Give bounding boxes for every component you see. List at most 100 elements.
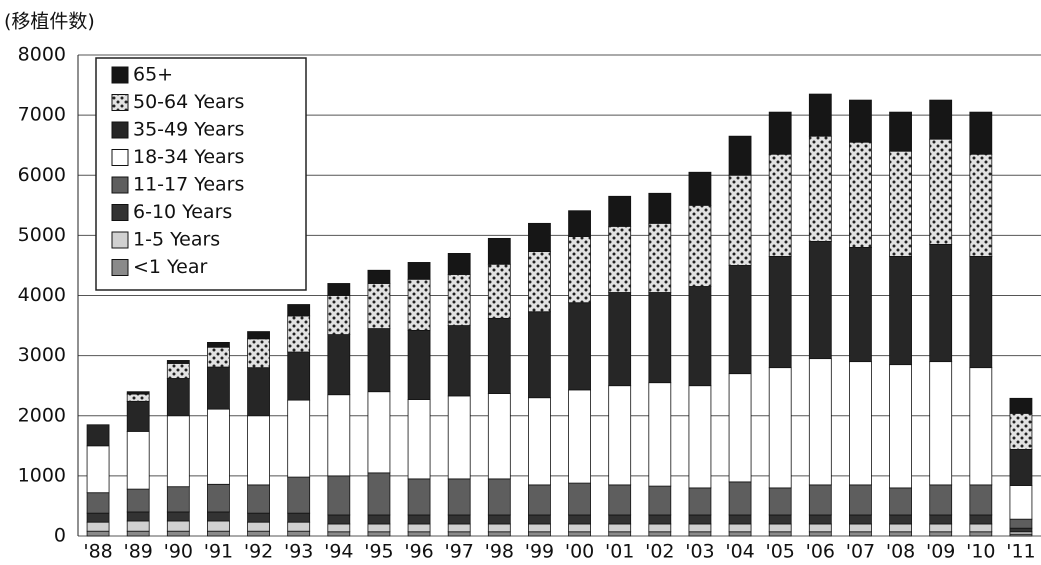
bar-segment: [407, 278, 431, 331]
legend-swatch: [111, 231, 129, 249]
bar-segment: [407, 514, 431, 525]
bar-segment: [327, 531, 351, 537]
bar-segment: [166, 360, 190, 364]
bar-segment: [648, 192, 672, 224]
bar-segment: [247, 338, 270, 369]
bar-segment: [929, 99, 953, 140]
bar-segment: [648, 485, 672, 516]
bar-segment: [207, 346, 230, 368]
bar-segment: [969, 531, 993, 537]
bar-segment: [86, 530, 110, 537]
bar-segment: [688, 514, 712, 525]
bar-segment: [608, 225, 632, 293]
bar-segment: [728, 531, 752, 537]
bar-segment: [728, 481, 752, 516]
x-tick-label: '96: [404, 541, 433, 563]
bar-segment: [969, 484, 993, 516]
bar-segment: [528, 514, 551, 525]
bar-segment: [849, 246, 872, 363]
bar-segment: [929, 514, 953, 525]
bar-segment: [327, 334, 351, 396]
bar-segment: [166, 486, 190, 513]
bar-segment: [287, 521, 311, 532]
bar-segment: [929, 138, 953, 245]
bar-segment: [247, 512, 270, 523]
legend-label: 35-49 Years: [133, 119, 244, 141]
bar-segment: [166, 530, 190, 537]
bar-segment: [648, 222, 672, 293]
bar-segment: [367, 328, 391, 393]
bar-segment: [808, 514, 832, 525]
bar-segment: [568, 236, 591, 304]
legend-box: [95, 57, 307, 291]
y-tick-label: 1000: [18, 464, 66, 486]
bar-segment: [969, 523, 993, 533]
bar-segment: [247, 530, 270, 537]
bar-segment: [808, 531, 832, 537]
bar-segment: [568, 302, 591, 391]
bar-segment: [287, 399, 311, 478]
bar-segment: [528, 484, 551, 516]
bar-segment: [728, 265, 752, 375]
bar-segment: [568, 514, 591, 525]
bar-segment: [166, 511, 190, 522]
bar-segment: [568, 210, 591, 237]
bar-segment: [86, 521, 110, 532]
bar-segment: [608, 514, 632, 525]
bar-segment: [447, 523, 471, 533]
bar-segment: [447, 274, 471, 326]
x-tick-label: '09: [926, 541, 955, 563]
bar-segment: [1009, 397, 1033, 414]
bar-segment: [889, 111, 912, 152]
bar-segment: [487, 523, 511, 533]
x-tick-label: '93: [284, 541, 313, 563]
legend-pattern: [112, 94, 128, 111]
bar-segment: [688, 523, 712, 533]
bar-segment: [969, 111, 993, 155]
legend-label: 50-64 Years: [133, 91, 244, 113]
x-tick-label: '97: [444, 541, 473, 563]
bar-segment: [287, 315, 311, 353]
bar-segment: [407, 531, 431, 537]
bar-segment: [207, 408, 230, 485]
bar-segment: [327, 295, 351, 335]
bar-segment: [327, 514, 351, 525]
bar-segment: [407, 399, 431, 480]
legend-swatch: [111, 66, 129, 84]
bar-segment: [688, 171, 712, 206]
bar-segment: [247, 521, 270, 532]
bar-segment: [929, 243, 953, 363]
bar-segment: [247, 415, 270, 486]
legend-swatch: [111, 176, 129, 194]
bar-segment: [487, 514, 511, 525]
bar-segment: [126, 488, 150, 513]
x-tick-label: '89: [123, 541, 152, 563]
y-tick-label: 8000: [18, 44, 66, 66]
bar-segment: [126, 400, 150, 432]
legend-label: 6-10 Years: [133, 201, 232, 223]
bar-segment: [1009, 485, 1033, 520]
bar-segment: [367, 269, 391, 284]
legend-label: 11-17 Years: [133, 174, 244, 196]
x-tick-label: '01: [605, 541, 634, 563]
bar-segment: [969, 256, 993, 369]
bar-segment: [728, 174, 752, 266]
bar-segment: [126, 430, 150, 490]
bar-segment: [568, 482, 591, 516]
bar-segment: [608, 195, 632, 227]
bar-segment: [929, 523, 953, 533]
x-tick-label: '03: [685, 541, 714, 563]
x-tick-label: '88: [83, 541, 112, 563]
x-tick-label: '94: [324, 541, 353, 563]
bar-segment: [808, 240, 832, 360]
bar-segment: [608, 385, 632, 486]
bar-segment: [808, 135, 832, 242]
bar-segment: [367, 472, 391, 516]
y-tick-label: 2000: [18, 404, 66, 426]
x-tick-label: '06: [806, 541, 835, 563]
bar-segment: [768, 487, 792, 516]
bar-segment: [808, 523, 832, 533]
bar-segment: [86, 424, 110, 447]
bar-segment: [728, 373, 752, 483]
bar-segment: [407, 478, 431, 516]
